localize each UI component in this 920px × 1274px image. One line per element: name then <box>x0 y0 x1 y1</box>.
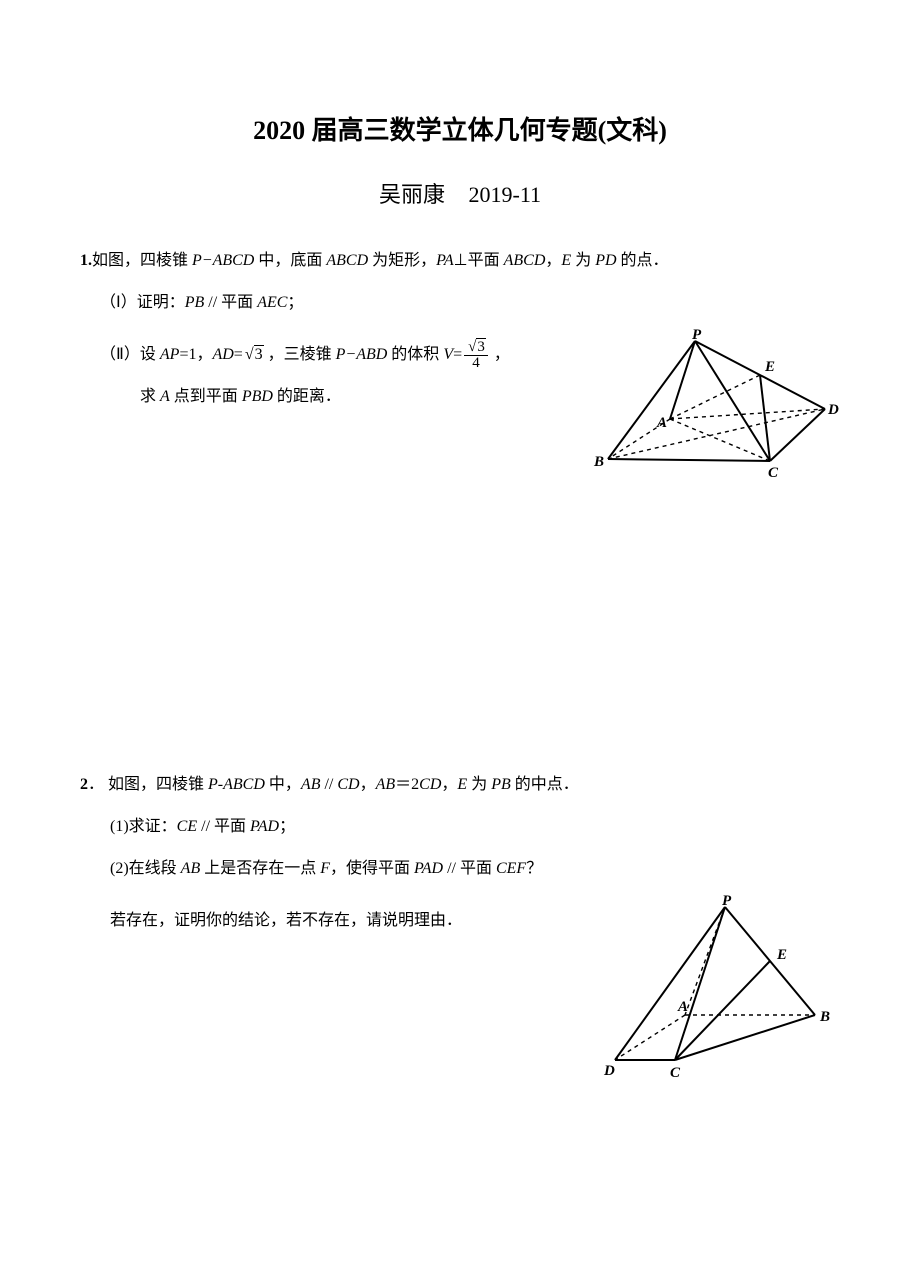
page-subtitle: 吴丽康 2019-11 <box>80 177 840 209</box>
p1-line4: 求 A 点到平面 PBD 的距离． <box>80 381 578 413</box>
p2-line2: (1)求证：CE // 平面 PAD； <box>80 811 840 843</box>
p2-line1: 2． 如图，四棱锥 P-ABCD 中，AB // CD，AB＝2CD，E 为 P… <box>80 769 840 801</box>
p1-row-fig: （Ⅱ）设 AP=1，AD=3 ，三棱锥 P−ABD 的体积 V=34 ， 求 A… <box>80 329 840 489</box>
svg-text:D: D <box>827 402 839 418</box>
date: 2019-11 <box>469 182 542 207</box>
page-title: 2020 届高三数学立体几何专题(文科) <box>80 110 840 147</box>
p2-figure: P A B C D E <box>590 895 840 1085</box>
sqrt-icon: 3 <box>243 339 264 371</box>
p1-figure: P A B C D E <box>590 329 840 489</box>
svg-text:E: E <box>776 947 787 963</box>
sqrt-icon: 3 <box>466 340 486 355</box>
p1-textcol: （Ⅱ）设 AP=1，AD=3 ，三棱锥 P−ABD 的体积 V=34 ， 求 A… <box>80 329 578 423</box>
fraction: 34 <box>464 340 488 371</box>
svg-text:B: B <box>819 1009 830 1025</box>
svg-text:P: P <box>722 895 732 909</box>
problem-1: 1.如图，四棱锥 P−ABCD 中，底面 ABCD 为矩形，PA⊥平面 ABCD… <box>80 245 840 489</box>
svg-text:A: A <box>656 415 667 431</box>
p2-line4: 若存在，证明你的结论，若不存在，请说明理由． <box>80 905 578 937</box>
svg-text:B: B <box>593 454 604 470</box>
p1-number: 1. <box>80 252 92 269</box>
p2-line3: (2)在线段 AB 上是否存在一点 F，使得平面 PAD // 平面 CEF？ <box>80 853 840 885</box>
p1-line1: 1.如图，四棱锥 P−ABCD 中，底面 ABCD 为矩形，PA⊥平面 ABCD… <box>80 245 840 277</box>
p2-row-fig: 若存在，证明你的结论，若不存在，请说明理由． P <box>80 895 840 1085</box>
problem-2: 2． 如图，四棱锥 P-ABCD 中，AB // CD，AB＝2CD，E 为 P… <box>80 769 840 1085</box>
svg-text:P: P <box>692 329 702 343</box>
p1-line3: （Ⅱ）设 AP=1，AD=3 ，三棱锥 P−ABD 的体积 V=34 ， <box>80 339 578 371</box>
svg-text:E: E <box>764 359 775 375</box>
p2-textcol: 若存在，证明你的结论，若不存在，请说明理由． <box>80 895 578 947</box>
page: 2020 届高三数学立体几何专题(文科) 吴丽康 2019-11 1.如图，四棱… <box>0 0 920 1145</box>
svg-text:D: D <box>603 1063 615 1079</box>
svg-text:C: C <box>768 465 779 481</box>
p2-number: 2 <box>80 776 88 793</box>
p1-line2: （Ⅰ）证明：PB // 平面 AEC； <box>80 287 840 319</box>
author: 吴丽康 <box>379 182 445 207</box>
svg-text:C: C <box>670 1065 681 1081</box>
svg-text:A: A <box>677 999 688 1015</box>
